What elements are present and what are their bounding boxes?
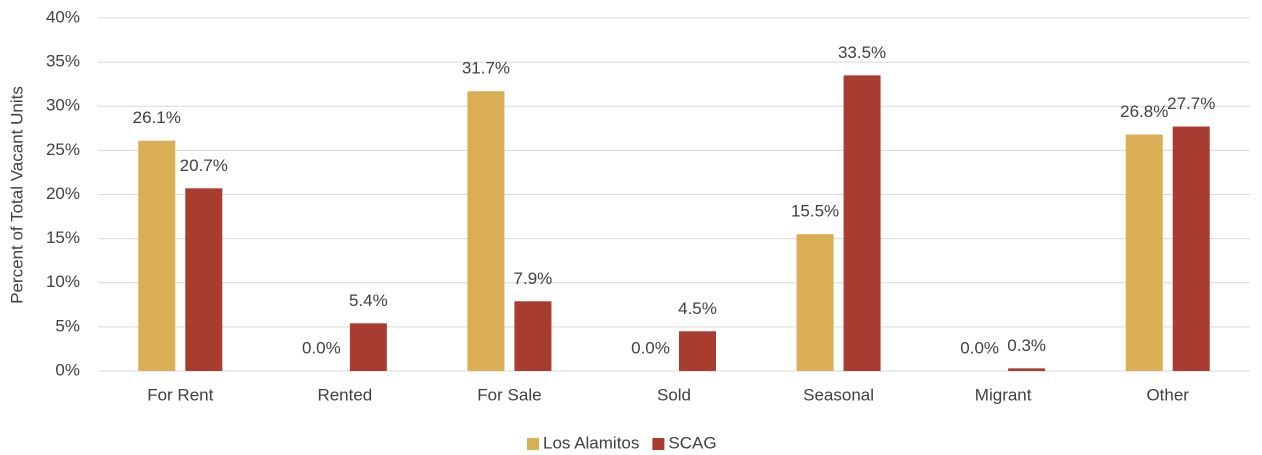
value-label: 0.0% [631,338,670,357]
legend-label: Los Alamitos [543,433,639,452]
value-label: 0.3% [1007,336,1046,355]
bar [138,140,176,371]
value-label: 0.0% [302,338,341,357]
value-label: 26.1% [133,108,181,127]
x-tick-label: Other [1146,385,1189,404]
x-tick-label: Migrant [975,385,1032,404]
bar [185,188,223,371]
legend-label: SCAG [668,433,716,452]
value-label: 7.9% [514,269,553,288]
value-label: 0.0% [960,338,999,357]
x-tick-label: Rented [317,385,372,404]
x-tick-label: For Rent [147,385,213,404]
legend-swatch [527,438,539,450]
value-label: 26.8% [1120,102,1168,121]
y-tick-label: 20% [46,184,80,203]
y-tick-label: 30% [46,96,80,115]
value-label: 20.7% [180,156,228,175]
value-label: 4.5% [678,299,717,318]
bar [349,323,387,371]
bar [1125,134,1163,371]
x-tick-label: Seasonal [803,385,874,404]
bar [1008,368,1046,371]
value-label: 5.4% [349,291,388,310]
y-tick-label: 35% [46,52,80,71]
y-tick-label: 5% [55,316,80,335]
x-tick-label: For Sale [477,385,541,404]
legend-swatch [652,438,665,450]
value-label: 31.7% [462,59,510,78]
y-tick-label: 10% [46,272,80,291]
y-tick-label: 0% [55,360,80,379]
y-axis-label: Percent of Total Vacant Units [7,86,26,304]
value-label: 33.5% [838,43,886,62]
bar [1172,126,1210,371]
value-label: 27.7% [1167,94,1215,113]
bar [467,91,505,371]
y-tick-label: 25% [46,140,80,159]
bar [843,75,881,372]
y-tick-label: 15% [46,228,80,247]
y-tick-label: 40% [46,7,80,26]
bar [514,301,552,371]
value-label: 15.5% [791,202,839,221]
x-tick-label: Sold [657,385,691,404]
bar [679,331,716,371]
bar [796,234,834,371]
